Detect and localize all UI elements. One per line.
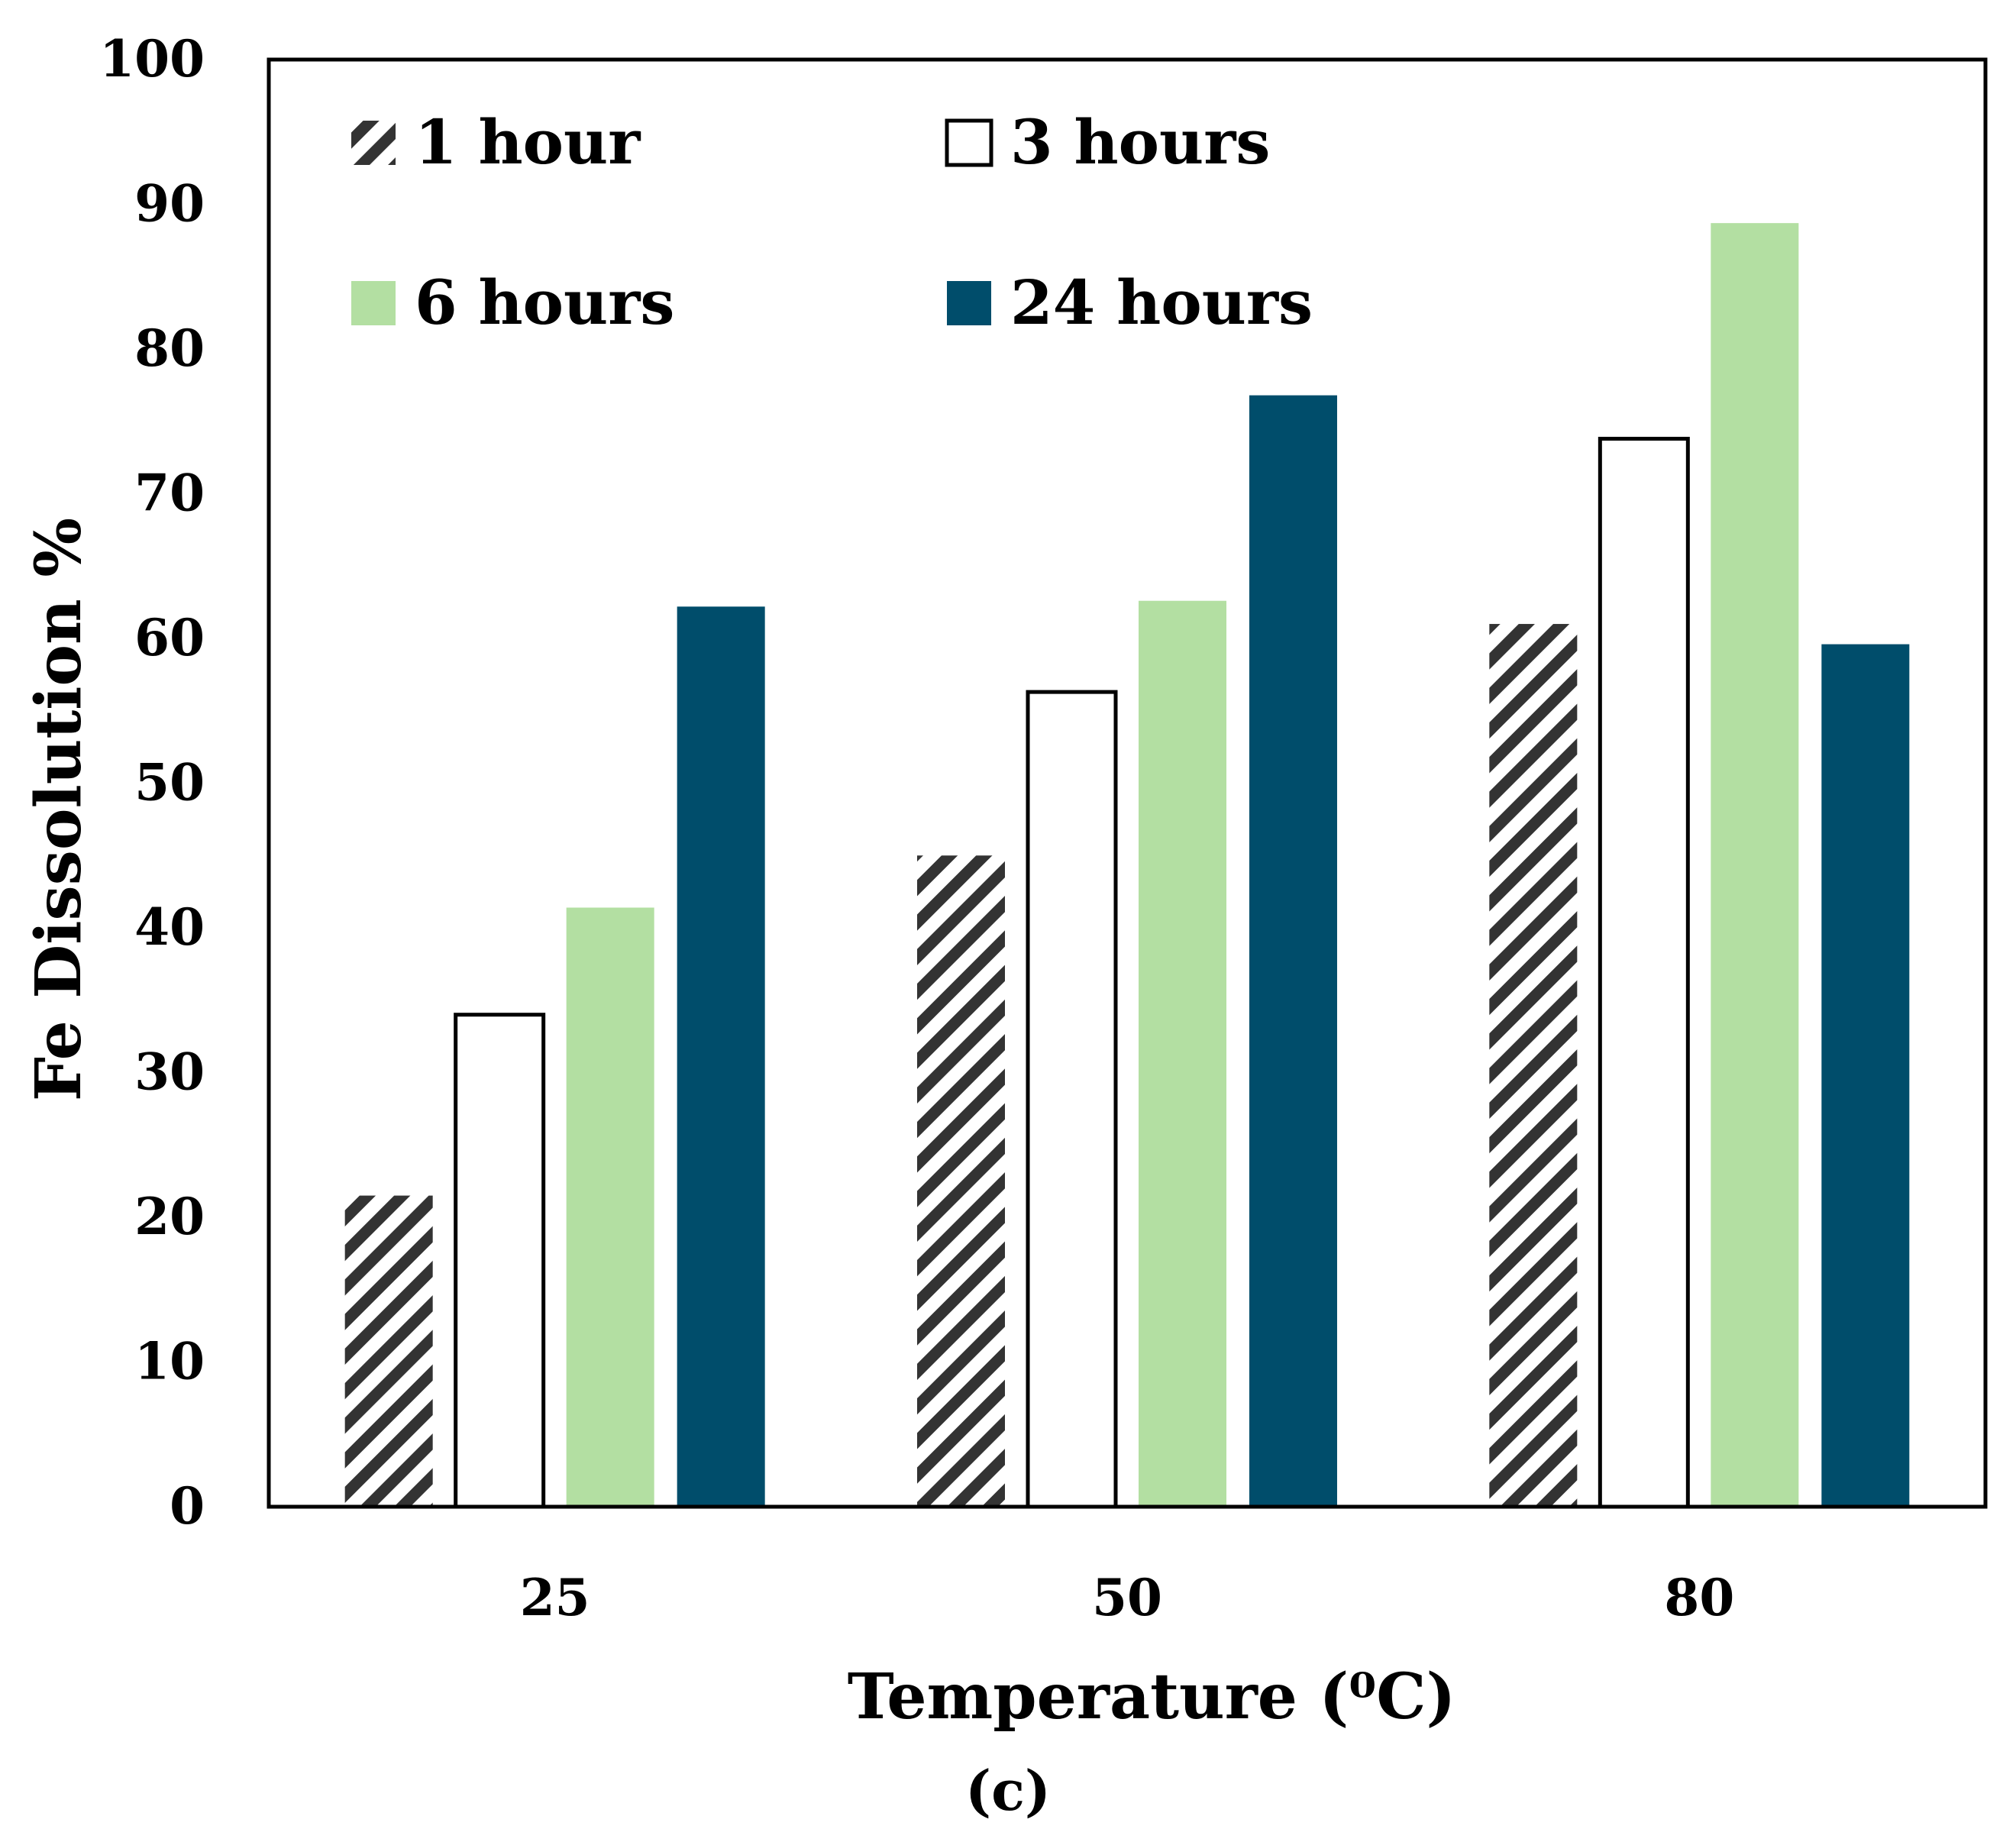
bar-3-hours-25 [454,1013,546,1509]
bar-1-hour-50 [917,855,1005,1507]
legend-label: 3 hours [1010,106,1270,178]
y-axis: 0 10 20 30 40 50 60 70 80 90 100 [99,29,205,1536]
y-tick-label: 90 [134,174,205,234]
legend-swatch [947,281,991,325]
y-tick-label: 60 [134,608,205,667]
x-tick-label: 80 [1664,1568,1734,1627]
y-tick-label: 80 [134,318,205,378]
bar-3-hours-50 [1026,690,1118,1509]
y-tick-label: 70 [134,464,205,523]
legend-swatch [945,118,993,167]
bar-6-hours-80 [1711,223,1799,1507]
y-tick-label: 10 [134,1332,205,1391]
legend-label: 1 hour [415,106,641,178]
bar-1-hour-25 [344,1195,433,1507]
x-axis: 25 50 80 [520,1568,1735,1627]
bar-24-hours-25 [677,606,765,1507]
figure-caption: (c) [965,1758,1051,1823]
x-tick-label: 25 [520,1568,590,1627]
bar-1-hour-80 [1489,624,1578,1507]
y-axis-title: Fe Dissolution % [22,518,95,1101]
plot-frame [267,57,1988,1509]
legend-label: 24 hours [1010,267,1313,338]
bar-group [344,223,1910,1509]
legend-label: 6 hours [415,267,674,338]
y-tick-label: 40 [134,897,205,957]
bar-3-hours-80 [1598,436,1690,1509]
legend-swatch [351,121,396,165]
legend: 1 hour 3 hours 6 hours 24 hours [351,106,1313,338]
y-tick-label: 30 [134,1042,205,1102]
bar-6-hours-25 [566,907,654,1507]
y-tick-label: 50 [134,753,205,813]
bar-24-hours-50 [1249,395,1337,1507]
bar-6-hours-50 [1139,600,1226,1507]
bar-24-hours-80 [1821,644,1910,1507]
y-tick-label: 20 [134,1187,205,1246]
y-tick-label: 0 [170,1476,205,1536]
legend-swatch [351,281,396,325]
x-tick-label: 50 [1092,1568,1162,1627]
x-axis-title: Temperature (⁰C) [848,1660,1456,1734]
y-tick-label: 100 [99,29,205,89]
